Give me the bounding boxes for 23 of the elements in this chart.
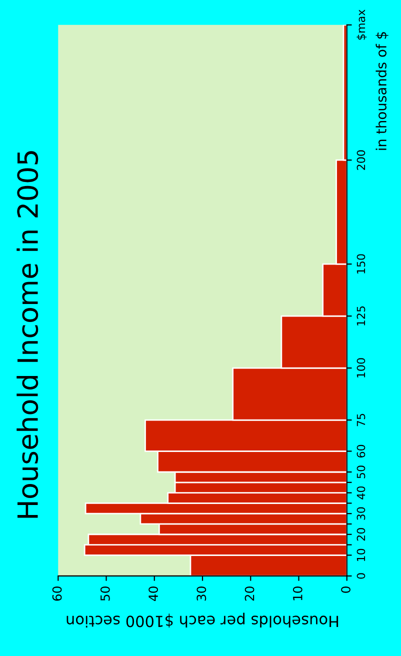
y-tick-label: 75 — [356, 414, 366, 426]
x-tick-label: 30 — [196, 586, 206, 601]
x-tick-label: 20 — [244, 586, 254, 601]
y-axis-title: in thousands of $ — [376, 32, 388, 150]
y-tick-label: 20 — [356, 528, 366, 541]
y-tick-label: 125 — [356, 306, 366, 326]
y-tick-label: 150 — [356, 254, 366, 274]
y-tick-label: 0 — [356, 573, 366, 579]
y-tick-label: 30 — [356, 507, 366, 520]
x-tick-label: 10 — [292, 586, 302, 600]
x-axis-title: Households per each $1000 section — [66, 612, 338, 628]
y-tick-label: 50 — [356, 466, 366, 478]
y-tick-label: $max — [356, 10, 367, 40]
y-tick-label: 100 — [356, 358, 366, 378]
y-tick-label: 40 — [356, 486, 366, 500]
y-tick-label: 200 — [356, 150, 366, 170]
y-tick-label: 60 — [356, 444, 366, 458]
x-tick-label: 50 — [100, 586, 110, 601]
text: Household Income in 2005 — [16, 151, 38, 518]
y-tick-label: 10 — [356, 548, 366, 562]
x-tick-label: 0 — [341, 586, 350, 593]
x-tick-label: 40 — [148, 586, 158, 601]
x-tick-label: 60 — [52, 586, 62, 601]
